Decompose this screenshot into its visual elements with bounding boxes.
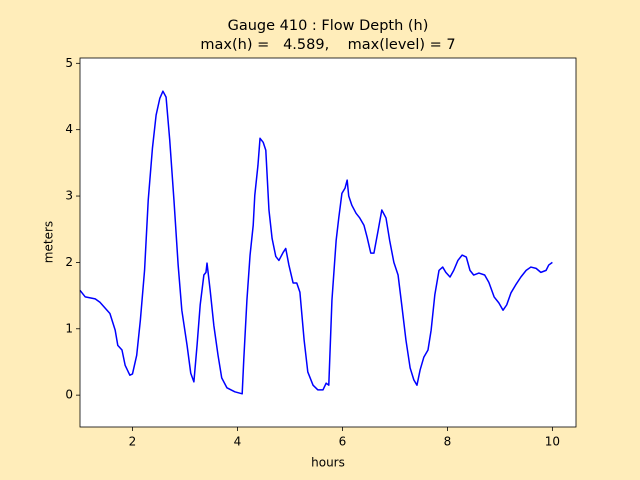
- x-tick-label: 8: [444, 435, 452, 449]
- axes-frame: [79, 57, 577, 428]
- x-tick-label: 2: [129, 435, 137, 449]
- y-tick-label: 2: [65, 255, 73, 269]
- x-axis-label: hours: [311, 456, 345, 470]
- x-tick-label: 4: [234, 435, 242, 449]
- x-tick-label: 6: [339, 435, 347, 449]
- y-tick-label: 3: [65, 189, 73, 203]
- y-tick-label: 4: [65, 122, 73, 136]
- y-tick-label: 0: [65, 388, 73, 402]
- plot-area: [80, 58, 576, 427]
- x-tick-label: 10: [545, 435, 560, 449]
- y-tick-label: 1: [65, 321, 73, 335]
- data-line: [79, 90, 553, 395]
- y-axis-label: meters: [42, 221, 56, 263]
- chart-subtitle: max(h) = 4.589, max(level) = 7: [200, 37, 455, 53]
- y-tick-label: 5: [65, 56, 73, 70]
- chart-title: Gauge 410 : Flow Depth (h): [228, 18, 429, 34]
